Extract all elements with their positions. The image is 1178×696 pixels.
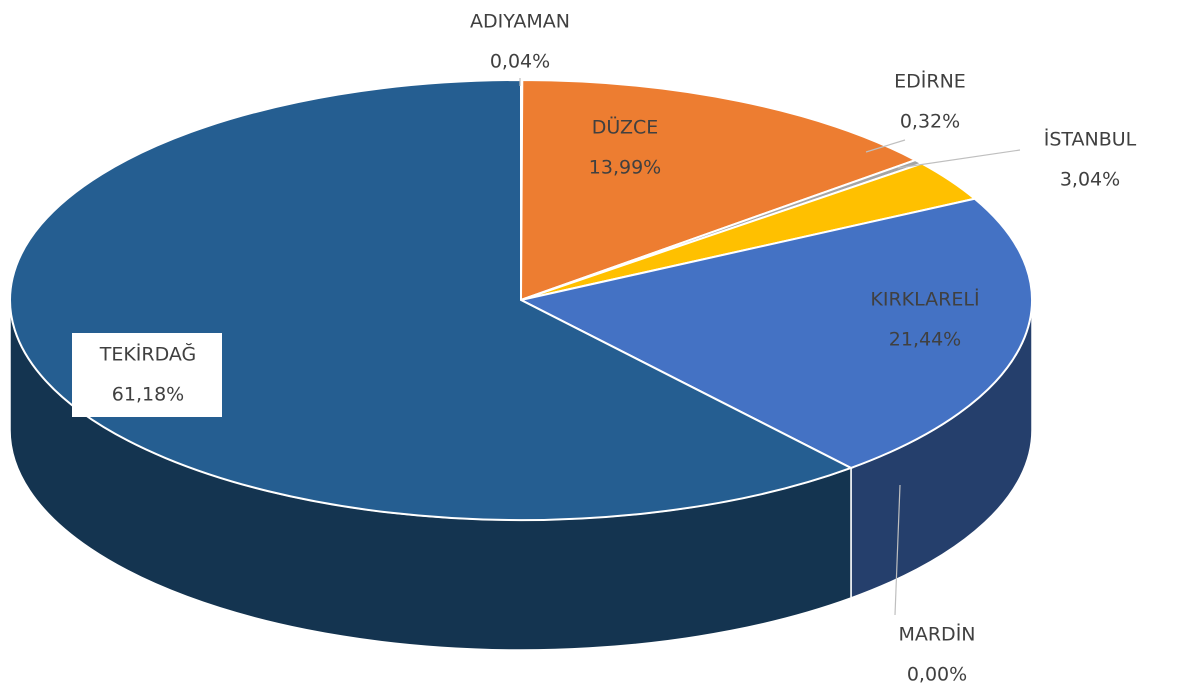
data-label-name: TEKİRDAĞ bbox=[99, 342, 197, 366]
data-label-name: DÜZCE bbox=[592, 116, 659, 139]
data-label-value: 0,00% bbox=[907, 664, 967, 686]
data-label-name: EDİRNE bbox=[894, 70, 966, 93]
leader-line bbox=[897, 149, 1021, 169]
data-label-value: 13,99% bbox=[589, 157, 661, 179]
data-label-value: 3,04% bbox=[1060, 169, 1120, 191]
data-label-value: 61,18% bbox=[112, 384, 184, 406]
data-label-name: İSTANBUL bbox=[1044, 128, 1137, 151]
slice bbox=[518, 197, 1033, 470]
data-label-value: 21,44% bbox=[889, 329, 961, 351]
data-label-value: 0,04% bbox=[490, 51, 550, 73]
data-label-name: ADIYAMAN bbox=[470, 11, 570, 33]
data-label-value: 0,32% bbox=[900, 111, 960, 133]
data-label-name: MARDİN bbox=[898, 623, 975, 646]
slice bbox=[519, 78, 918, 302]
leader-line bbox=[865, 139, 906, 153]
label-box bbox=[72, 333, 222, 417]
data-label-name: KIRKLARELİ bbox=[870, 288, 979, 311]
leader-line bbox=[894, 484, 901, 616]
